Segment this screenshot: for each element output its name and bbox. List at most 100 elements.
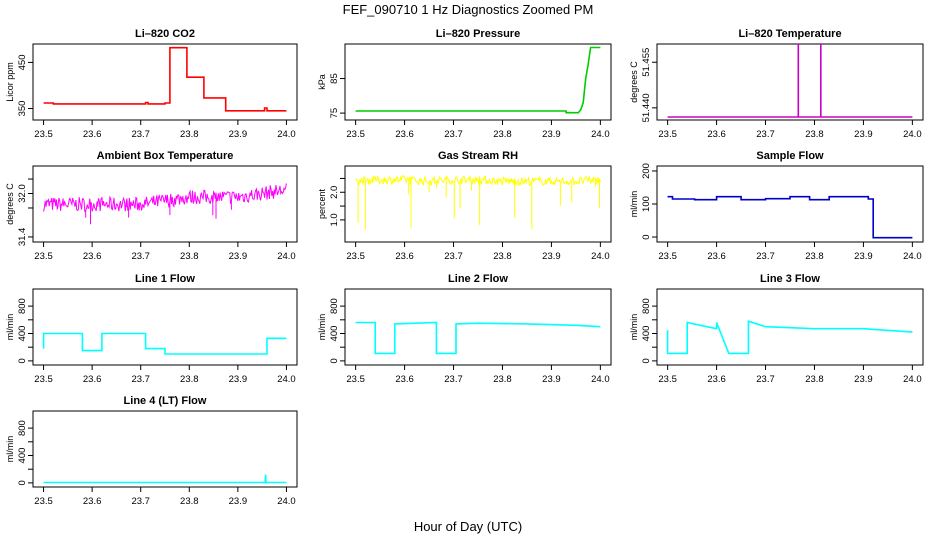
y-tick-label: 800: [641, 298, 652, 314]
panel-title: Sample Flow: [756, 150, 824, 162]
x-tick-label: 23.6: [83, 496, 102, 507]
panel-title: Line 2 Flow: [448, 273, 508, 285]
y-tick-label: 2.0: [329, 186, 340, 199]
y-tick-label: 0: [17, 358, 28, 363]
y-tick-label: 0: [641, 358, 652, 363]
x-tick-label: 23.6: [395, 374, 414, 385]
series-line: [355, 46, 601, 114]
panel-sample_flow: Sample Flow 23.5 23.6 23.7 23.8 23.9 24.0 0 100 2…: [629, 150, 924, 262]
x-tick-label: 23.5: [658, 374, 677, 385]
panel-line4: Line 4 (LT) Flow 23.5 23.6 23.7 23.8 23.9 24.0…: [5, 395, 298, 507]
x-tick-label: 24.0: [277, 496, 296, 507]
x-tick-label: 23.8: [180, 374, 199, 385]
y-tick-label: 51.440: [641, 93, 652, 122]
series-line: [42, 332, 287, 355]
panel-line1: Line 1 Flow 23.5 23.6 23.7 23.8 23.9 24.0 0 400 8…: [5, 273, 298, 385]
plot-frame: [32, 410, 298, 488]
y-axis-label: degrees C: [629, 61, 639, 103]
y-tick-label: 0: [641, 234, 652, 239]
x-tick-label: 23.9: [542, 129, 561, 140]
x-tick-label: 23.7: [756, 251, 775, 262]
x-tick-label: 23.8: [493, 374, 512, 385]
plot-frame: [32, 43, 298, 121]
y-tick-label: 800: [17, 298, 28, 314]
x-tick-label: 23.7: [444, 251, 463, 262]
x-tick-label: 23.7: [444, 129, 463, 140]
x-tick-label: 23.5: [346, 251, 365, 262]
x-tick-label: 23.9: [542, 374, 561, 385]
y-axis-label: ml/min: [317, 314, 327, 341]
y-tick-label: 31.4: [17, 228, 28, 247]
x-tick-label: 23.9: [854, 251, 873, 262]
x-tick-label: 23.5: [34, 129, 53, 140]
panel-licor_temp: Li–820 Temperature 23.5 23.6 23.7 23.8 23.9 24…: [629, 28, 924, 140]
y-tick-label: 85: [329, 73, 340, 84]
x-tick-label: 23.9: [854, 374, 873, 385]
y-axis-label: ml/min: [5, 314, 15, 341]
y-axis-label: ml/min: [629, 314, 639, 341]
panel-title: Li–820 CO2: [135, 28, 195, 40]
y-tick-label: 75: [329, 108, 340, 119]
y-tick-label: 51.455: [641, 48, 652, 77]
panel-rh: Gas Stream RH 23.5 23.6 23.7 23.8 23.9 24.0 1.0…: [317, 150, 612, 262]
y-tick-label: 100: [641, 196, 652, 212]
series-line: [667, 44, 913, 118]
plot-frame: [32, 288, 298, 366]
x-tick-label: 24.0: [903, 251, 922, 262]
series-line: [355, 174, 601, 230]
x-tick-label: 24.0: [277, 129, 296, 140]
x-tick-label: 23.7: [131, 129, 150, 140]
x-tick-label: 23.7: [756, 374, 775, 385]
x-tick-label: 23.8: [180, 129, 199, 140]
panel-title: Line 4 (LT) Flow: [124, 395, 207, 407]
y-tick-label: 400: [17, 448, 28, 464]
series-line: [43, 46, 287, 112]
series-line: [666, 320, 913, 355]
x-tick-label: 23.9: [229, 251, 248, 262]
x-tick-label: 23.9: [229, 129, 248, 140]
y-tick-label: 800: [17, 420, 28, 436]
x-tick-label: 23.9: [229, 496, 248, 507]
x-tick-label: 23.8: [805, 374, 824, 385]
x-tick-label: 24.0: [591, 129, 610, 140]
x-tick-label: 23.8: [180, 496, 199, 507]
x-tick-label: 23.5: [658, 129, 677, 140]
plot-frame: [656, 288, 924, 366]
x-tick-label: 23.6: [83, 251, 102, 262]
x-tick-label: 23.6: [707, 129, 726, 140]
figure-xlabel: Hour of Day (UTC): [414, 519, 522, 534]
x-tick-label: 23.7: [756, 129, 775, 140]
plot-frame: [656, 43, 924, 121]
x-tick-label: 23.5: [34, 374, 53, 385]
y-tick-label: 400: [329, 326, 340, 342]
x-tick-label: 23.6: [395, 129, 414, 140]
panel-title: Line 1 Flow: [135, 273, 195, 285]
x-tick-label: 23.8: [805, 251, 824, 262]
y-axis-label: ml/min: [5, 436, 15, 463]
x-tick-label: 24.0: [903, 374, 922, 385]
x-tick-label: 23.9: [542, 251, 561, 262]
y-tick-label: 400: [17, 326, 28, 342]
x-tick-label: 23.5: [346, 129, 365, 140]
x-tick-label: 23.8: [180, 251, 199, 262]
panel-title: Li–820 Pressure: [436, 28, 520, 40]
y-tick-label: 1.0: [329, 213, 340, 226]
y-tick-label: 0: [329, 358, 340, 363]
panel-line2: Line 2 Flow 23.5 23.6 23.7 23.8 23.9 24.0 0 400 8…: [317, 273, 612, 385]
y-tick-label: 400: [641, 326, 652, 342]
x-tick-label: 24.0: [277, 374, 296, 385]
y-axis-label: kPa: [317, 74, 327, 90]
x-tick-label: 23.7: [131, 251, 150, 262]
y-axis-label: degrees C: [5, 183, 15, 225]
y-axis-label: ml/min: [629, 191, 639, 218]
panel-title: Line 3 Flow: [760, 273, 820, 285]
x-tick-label: 23.5: [346, 374, 365, 385]
plot-frame: [32, 165, 298, 243]
plot-frame: [344, 165, 612, 243]
x-tick-label: 23.6: [395, 251, 414, 262]
x-tick-label: 23.5: [34, 496, 53, 507]
x-tick-label: 23.5: [658, 251, 677, 262]
x-tick-label: 23.6: [707, 374, 726, 385]
panel-line3: Line 3 Flow 23.5 23.6 23.7 23.8 23.9 24.0 0 400 8…: [629, 273, 924, 385]
panel-title: Ambient Box Temperature: [97, 150, 234, 162]
